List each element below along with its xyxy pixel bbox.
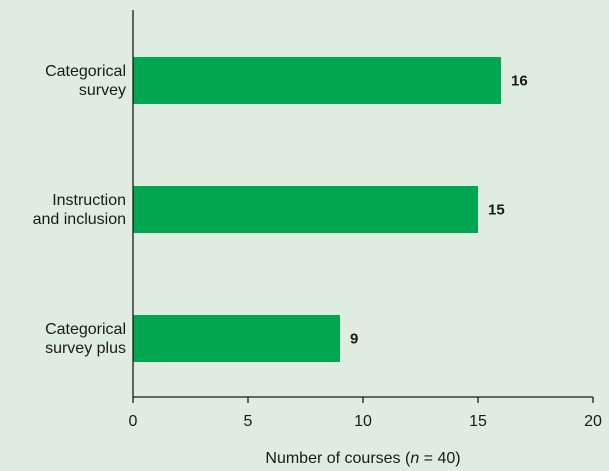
category-label-1: Instruction and inclusion xyxy=(33,192,126,228)
x-axis-title-suffix: = 40) xyxy=(419,450,460,467)
x-tick-label-1: 5 xyxy=(244,413,253,430)
x-tick-label-3: 15 xyxy=(469,413,487,430)
bar-0 xyxy=(133,57,501,104)
bar-1 xyxy=(133,186,478,233)
bar-2 xyxy=(133,315,340,362)
x-axis-title-italic: n xyxy=(410,450,419,467)
category-label-2-line-1: survey plus xyxy=(45,340,126,357)
value-label-1: 15 xyxy=(488,202,505,219)
value-label-2: 9 xyxy=(350,331,358,348)
category-label-0-line-1: survey xyxy=(79,82,126,99)
value-labels: 16 15 9 xyxy=(350,73,528,348)
x-axis-ticks: 0 5 10 15 20 xyxy=(129,397,602,430)
category-label-1-line-0: Instruction xyxy=(52,192,126,209)
category-labels: Categorical survey Instruction and inclusio… xyxy=(33,63,126,357)
category-label-1-line-1: and inclusion xyxy=(33,211,126,228)
x-tick-label-4: 20 xyxy=(584,413,602,430)
bars-group xyxy=(133,57,501,362)
value-label-0: 16 xyxy=(511,73,528,90)
category-label-0-line-0: Categorical xyxy=(45,63,126,80)
category-label-2: Categorical survey plus xyxy=(45,321,126,357)
x-tick-label-2: 10 xyxy=(354,413,372,430)
category-label-0: Categorical survey xyxy=(45,63,126,99)
x-tick-label-0: 0 xyxy=(129,413,138,430)
category-label-2-line-0: Categorical xyxy=(45,321,126,338)
x-axis-title: Number of courses (n = 40) xyxy=(265,450,460,467)
x-axis-title-prefix: Number of courses ( xyxy=(265,450,411,467)
